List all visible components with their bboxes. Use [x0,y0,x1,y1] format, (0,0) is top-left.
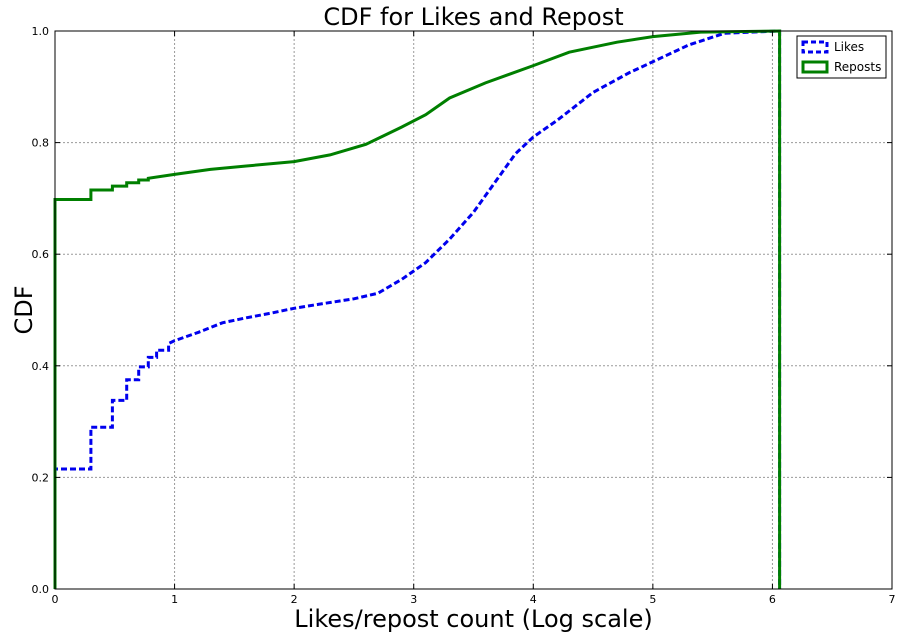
y-tick-label: 0.6 [32,248,50,261]
y-tick-label: 0.4 [32,360,50,373]
y-axis-label: CDF [10,285,38,334]
tick-layer: 0 1 2 3 4 5 6 7 0.0 0.2 0.4 0.6 0.8 1.0 [32,25,896,606]
legend-label-reposts: Reposts [834,60,881,74]
series-line-likes [53,29,782,589]
y-tick-label: 1.0 [32,25,50,38]
legend-swatch-likes [801,40,829,54]
legend: Likes Reposts [796,35,887,79]
y-tick-label: 0.2 [32,471,50,484]
plot-frame [54,30,893,590]
x-tick-label: 4 [530,593,537,606]
x-axis-label: Likes/repost count (Log scale) [294,605,652,633]
x-tick-label: 6 [769,593,776,606]
x-tick-label: 2 [291,593,298,606]
series-line-reposts [53,29,782,589]
y-tick-label: 0.8 [32,137,50,150]
x-tick-label: 3 [410,593,417,606]
x-tick-label: 5 [649,593,656,606]
x-tick-label: 7 [889,593,896,606]
legend-label-likes: Likes [834,40,864,54]
y-tick-label: 0.0 [32,583,50,596]
x-tick-label: 0 [52,593,59,606]
chart-title: CDF for Likes and Repost [323,3,623,31]
x-tick-label: 1 [171,593,178,606]
series-layer [53,29,782,589]
legend-swatch-reposts [801,60,829,74]
